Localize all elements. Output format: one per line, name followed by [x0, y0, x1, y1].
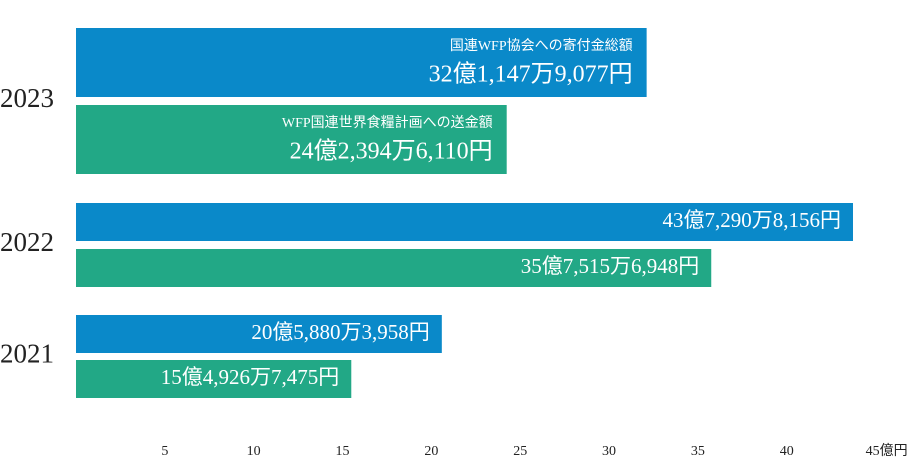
bar — [76, 105, 507, 174]
bar — [76, 315, 442, 353]
bar — [76, 249, 712, 287]
value-label: 24億2,394万6,110円 — [290, 138, 493, 165]
bar — [76, 360, 352, 398]
bar — [76, 28, 647, 97]
x-tick-label: 45億円 — [866, 443, 908, 459]
bar — [76, 203, 853, 241]
x-tick-label: 20 — [424, 444, 438, 459]
x-tick-label: 10 — [247, 444, 261, 459]
x-tick-label: 15 — [336, 444, 350, 459]
value-label: 20億5,880万3,958円 — [251, 320, 430, 344]
x-tick-label: 35 — [691, 444, 705, 459]
value-label: 15億4,926万7,475円 — [161, 365, 340, 389]
x-tick-label: 5 — [161, 444, 168, 459]
x-tick-label: 30 — [602, 444, 616, 459]
series-name: 国連WFP協会への寄付金総額 — [450, 37, 633, 54]
x-tick-label: 25 — [513, 444, 527, 459]
y-tick-label: 2022 — [0, 227, 54, 257]
y-tick-label: 2023 — [0, 83, 54, 113]
series-name: WFP国連世界食糧計画への送金額 — [282, 114, 493, 131]
value-label: 43億7,290万8,156円 — [662, 208, 841, 232]
x-tick-label: 40 — [780, 444, 794, 459]
value-label: 35億7,515万6,948円 — [521, 254, 700, 278]
y-tick-label: 2021 — [0, 339, 54, 369]
value-label: 32億1,147万9,077円 — [429, 61, 633, 88]
